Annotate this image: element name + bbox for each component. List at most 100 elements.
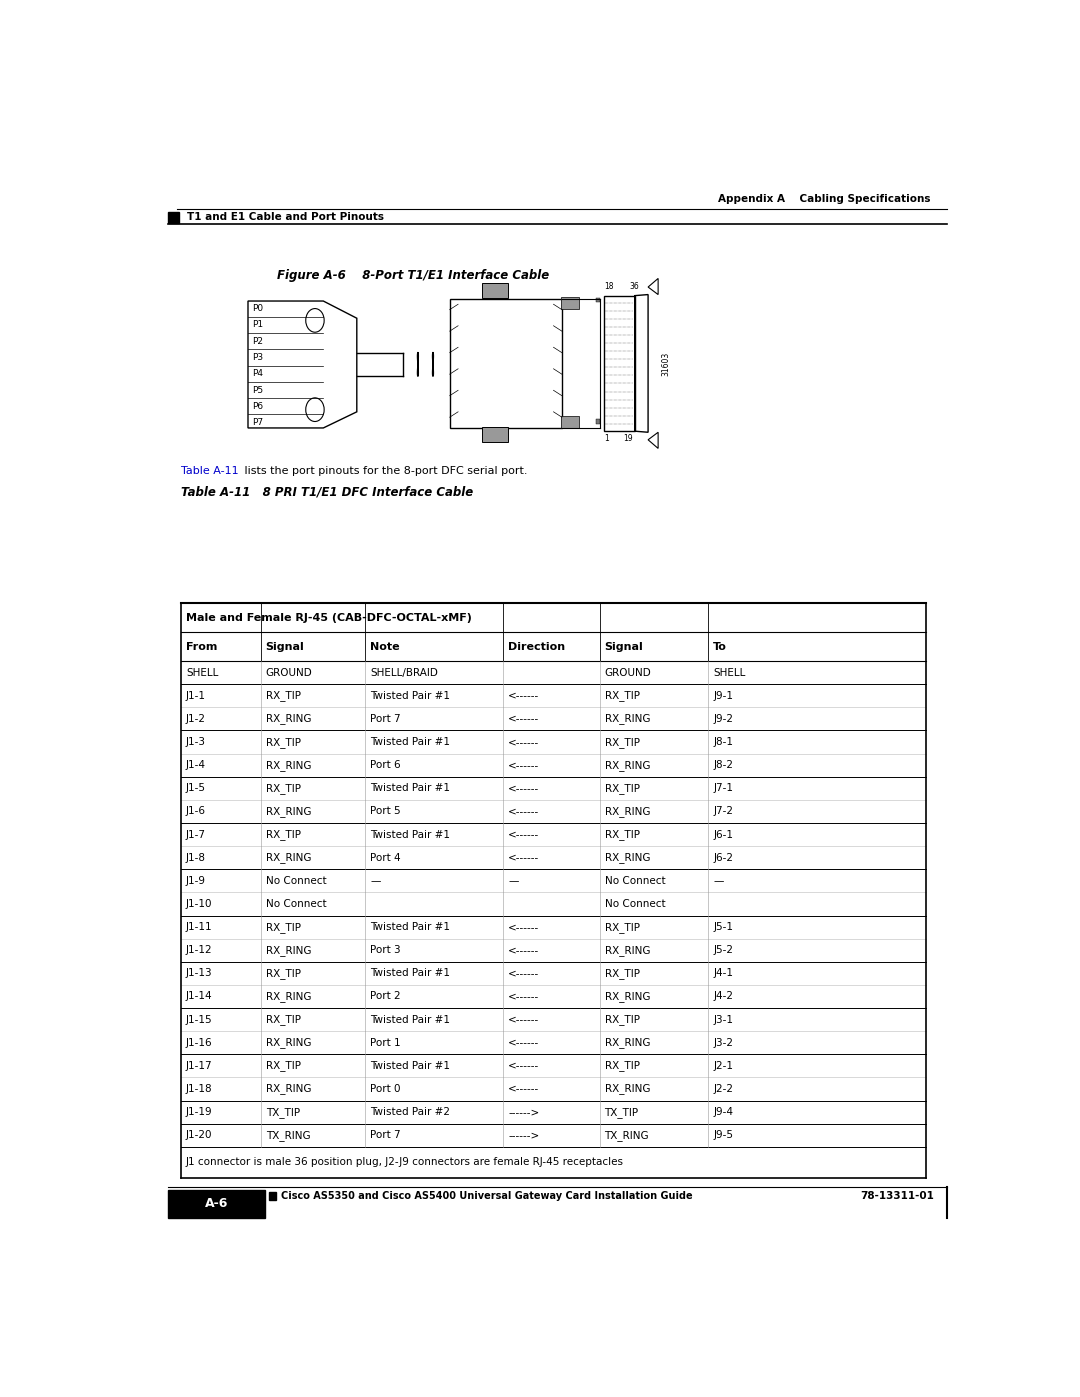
FancyBboxPatch shape (561, 416, 580, 427)
Text: P3: P3 (253, 353, 264, 362)
Text: <------: <------ (509, 1038, 540, 1048)
Text: J9-1: J9-1 (714, 690, 733, 701)
Text: SHELL: SHELL (714, 668, 746, 678)
Text: 78-13311-01: 78-13311-01 (861, 1192, 934, 1201)
Text: Appendix A    Cabling Specifications: Appendix A Cabling Specifications (717, 194, 930, 204)
Text: Port 1: Port 1 (370, 1038, 401, 1048)
Text: —: — (509, 876, 518, 886)
Text: RX_TIP: RX_TIP (266, 968, 300, 979)
Text: RX_TIP: RX_TIP (605, 1060, 639, 1071)
Text: 1: 1 (605, 434, 609, 443)
Text: P4: P4 (253, 369, 264, 379)
Text: RX_RING: RX_RING (266, 944, 311, 956)
Text: Twisted Pair #1: Twisted Pair #1 (370, 1060, 450, 1071)
Text: J1-4: J1-4 (186, 760, 206, 770)
Text: <------: <------ (509, 760, 540, 770)
FancyBboxPatch shape (482, 282, 509, 298)
Text: J8-2: J8-2 (714, 760, 733, 770)
Text: No Connect: No Connect (266, 898, 326, 909)
Text: RX_TIP: RX_TIP (266, 690, 300, 701)
Text: J1 connector is male 36 position plug, J2-J9 connectors are female RJ-45 recepta: J1 connector is male 36 position plug, J… (186, 1157, 624, 1168)
Text: RX_TIP: RX_TIP (605, 1014, 639, 1025)
Text: <------: <------ (509, 690, 540, 701)
Text: A-6: A-6 (205, 1197, 229, 1210)
Text: Port 7: Port 7 (370, 1130, 401, 1140)
Text: J1-8: J1-8 (186, 852, 206, 863)
Text: TX_TIP: TX_TIP (605, 1106, 638, 1118)
Text: SHELL: SHELL (186, 668, 218, 678)
Text: To: To (714, 641, 727, 651)
Text: J9-4: J9-4 (714, 1106, 733, 1118)
FancyBboxPatch shape (269, 1192, 275, 1200)
Text: J2-2: J2-2 (714, 1084, 733, 1094)
Text: Port 5: Port 5 (370, 806, 401, 816)
Text: Twisted Pair #1: Twisted Pair #1 (370, 784, 450, 793)
Text: P2: P2 (253, 337, 264, 345)
Text: Twisted Pair #1: Twisted Pair #1 (370, 738, 450, 747)
Text: RX_TIP: RX_TIP (605, 736, 639, 747)
Text: J1-5: J1-5 (186, 784, 206, 793)
Text: Figure A-6    8-Port T1/E1 Interface Cable: Figure A-6 8-Port T1/E1 Interface Cable (278, 268, 550, 282)
Text: J2-1: J2-1 (714, 1060, 733, 1071)
Text: RX_RING: RX_RING (266, 1037, 311, 1048)
Text: Port 0: Port 0 (370, 1084, 401, 1094)
Text: RX_RING: RX_RING (266, 990, 311, 1002)
Text: RX_RING: RX_RING (266, 806, 311, 817)
Text: RX_RING: RX_RING (605, 990, 650, 1002)
Text: <------: <------ (509, 714, 540, 724)
Text: Port 3: Port 3 (370, 946, 401, 956)
Text: ------>: ------> (509, 1106, 540, 1118)
Text: RX_TIP: RX_TIP (266, 1014, 300, 1025)
Text: <------: <------ (509, 968, 540, 978)
FancyBboxPatch shape (561, 296, 580, 309)
Text: Port 7: Port 7 (370, 714, 401, 724)
FancyBboxPatch shape (596, 298, 600, 302)
Text: ------>: ------> (509, 1130, 540, 1140)
Text: Note: Note (370, 641, 400, 651)
Text: Signal: Signal (266, 641, 305, 651)
Text: TX_RING: TX_RING (605, 1130, 649, 1141)
Text: <------: <------ (509, 992, 540, 1002)
Text: GROUND: GROUND (266, 668, 312, 678)
Text: RX_RING: RX_RING (266, 714, 311, 725)
Text: <------: <------ (509, 806, 540, 816)
Text: J1-12: J1-12 (186, 946, 213, 956)
Text: J1-17: J1-17 (186, 1060, 213, 1071)
FancyBboxPatch shape (596, 419, 600, 423)
Text: RX_RING: RX_RING (605, 760, 650, 771)
Text: <------: <------ (509, 738, 540, 747)
Text: J7-1: J7-1 (714, 784, 733, 793)
Text: RX_RING: RX_RING (605, 944, 650, 956)
Text: 36: 36 (630, 282, 639, 292)
Text: lists the port pinouts for the 8-port DFC serial port.: lists the port pinouts for the 8-port DF… (241, 467, 528, 476)
Text: P7: P7 (253, 418, 264, 427)
Text: RX_TIP: RX_TIP (266, 782, 300, 793)
Text: J1-7: J1-7 (186, 830, 206, 840)
Text: RX_TIP: RX_TIP (605, 968, 639, 979)
Text: From: From (186, 641, 217, 651)
Text: Table A-11: Table A-11 (181, 467, 239, 476)
Text: J1-18: J1-18 (186, 1084, 213, 1094)
Text: J1-2: J1-2 (186, 714, 206, 724)
Text: P5: P5 (253, 386, 264, 394)
Text: RX_TIP: RX_TIP (266, 736, 300, 747)
Text: J9-5: J9-5 (714, 1130, 733, 1140)
Text: J1-20: J1-20 (186, 1130, 213, 1140)
Text: <------: <------ (509, 922, 540, 932)
Text: Port 4: Port 4 (370, 852, 401, 863)
Text: J4-2: J4-2 (714, 992, 733, 1002)
FancyBboxPatch shape (482, 427, 509, 441)
Text: Twisted Pair #2: Twisted Pair #2 (370, 1106, 450, 1118)
Text: J5-2: J5-2 (714, 946, 733, 956)
Text: J1-6: J1-6 (186, 806, 206, 816)
Text: J1-3: J1-3 (186, 738, 206, 747)
Text: Twisted Pair #1: Twisted Pair #1 (370, 830, 450, 840)
Text: J9-2: J9-2 (714, 714, 733, 724)
Text: RX_TIP: RX_TIP (605, 782, 639, 793)
Text: <------: <------ (509, 1014, 540, 1024)
Text: RX_RING: RX_RING (605, 1084, 650, 1094)
Text: J3-1: J3-1 (714, 1014, 733, 1024)
Text: Port 2: Port 2 (370, 992, 401, 1002)
Text: Port 6: Port 6 (370, 760, 401, 770)
Text: RX_RING: RX_RING (605, 714, 650, 725)
